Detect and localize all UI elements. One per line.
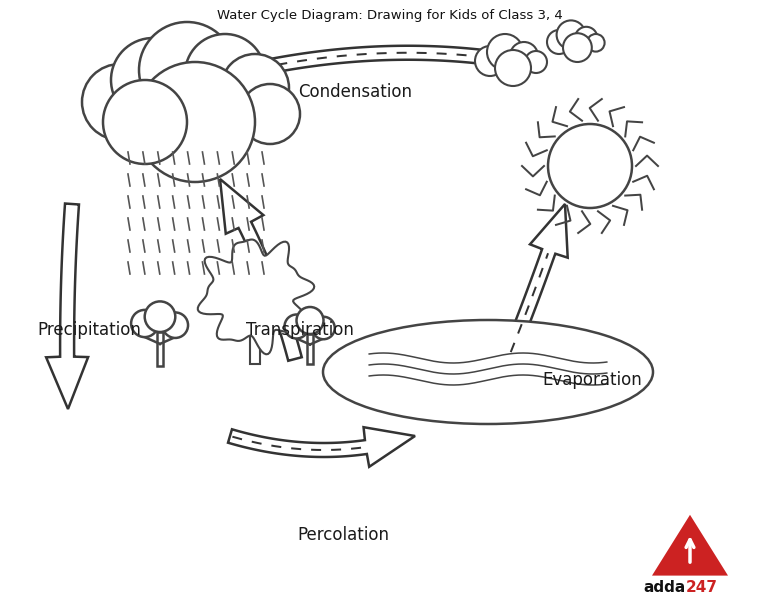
Polygon shape: [198, 239, 314, 354]
Polygon shape: [195, 46, 531, 91]
Circle shape: [131, 310, 158, 337]
Circle shape: [296, 307, 324, 334]
Circle shape: [548, 124, 632, 208]
Circle shape: [312, 317, 335, 339]
Circle shape: [557, 20, 586, 49]
Polygon shape: [46, 204, 88, 409]
Circle shape: [111, 38, 195, 122]
Circle shape: [103, 80, 187, 164]
Circle shape: [563, 33, 592, 62]
Circle shape: [135, 62, 255, 182]
Polygon shape: [228, 427, 415, 467]
Circle shape: [495, 50, 531, 86]
Text: Precipitation: Precipitation: [37, 321, 142, 339]
Ellipse shape: [323, 320, 653, 424]
Bar: [307, 334, 313, 364]
Polygon shape: [220, 179, 302, 361]
Text: Percolation: Percolation: [297, 526, 389, 544]
Circle shape: [139, 22, 235, 118]
Circle shape: [240, 84, 300, 144]
Text: Evaporation: Evaporation: [542, 371, 642, 389]
Text: adda: adda: [644, 580, 686, 594]
Circle shape: [575, 27, 597, 49]
Circle shape: [185, 34, 265, 114]
Circle shape: [525, 51, 547, 73]
Circle shape: [221, 54, 289, 122]
Circle shape: [510, 42, 538, 70]
Circle shape: [145, 301, 176, 332]
Circle shape: [587, 34, 604, 52]
Text: Transpiration: Transpiration: [246, 321, 354, 339]
Circle shape: [475, 46, 505, 76]
Circle shape: [487, 34, 523, 70]
Circle shape: [82, 64, 158, 140]
Polygon shape: [652, 515, 728, 576]
Circle shape: [285, 314, 309, 339]
Circle shape: [547, 30, 571, 54]
Bar: [250, 329, 260, 364]
Text: Water Cycle Diagram: Drawing for Kids of Class 3, 4: Water Cycle Diagram: Drawing for Kids of…: [217, 9, 563, 22]
Text: Condensation: Condensation: [298, 83, 412, 101]
Bar: [157, 332, 163, 366]
Circle shape: [162, 312, 188, 338]
Text: 247: 247: [686, 580, 718, 594]
Polygon shape: [504, 204, 568, 356]
